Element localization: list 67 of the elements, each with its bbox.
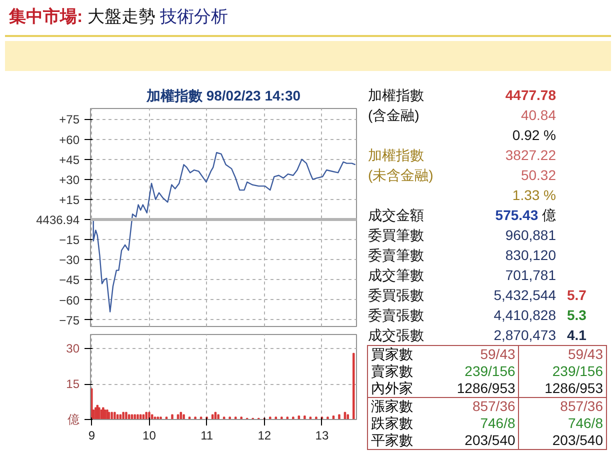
text: 委賣筆數 xyxy=(368,247,424,263)
y-tick-label: +75 xyxy=(59,112,80,127)
y-tick-label: +60 xyxy=(59,132,80,147)
text: (未含金融) xyxy=(368,167,434,183)
text: 59/43 xyxy=(479,346,516,363)
y-tick-label: −75 xyxy=(59,313,80,328)
text: 2,870,473 xyxy=(494,327,556,343)
chart-title: 加權指數 98/02/23 14:30 xyxy=(145,88,301,104)
text: 239/156 xyxy=(464,363,516,380)
text: 成交張數 xyxy=(368,327,424,343)
text: 成交金額 xyxy=(368,207,424,223)
text: 59/43 xyxy=(518,346,606,363)
text: 委買張數 xyxy=(368,287,424,303)
text: 3827.22 xyxy=(505,147,556,163)
text: 買家數 xyxy=(370,346,414,363)
text: 857/36 xyxy=(432,398,519,415)
text: 830,120 xyxy=(505,247,556,263)
text: 4.1 xyxy=(567,327,586,343)
y-tick-label: −30 xyxy=(59,253,80,268)
y-tick-label: +15 xyxy=(59,192,80,207)
text: (含金融) xyxy=(368,107,420,123)
x-tick-label: 13 xyxy=(315,428,329,442)
y-tick-label: −45 xyxy=(59,273,80,288)
x-tick-label: 10 xyxy=(142,428,156,442)
text: 857/36 xyxy=(518,398,606,415)
text: 746/8 xyxy=(518,415,606,432)
text: 5.7 xyxy=(567,287,586,303)
text: 委賣張數 xyxy=(368,307,424,323)
text: 4,410,828 xyxy=(494,307,556,323)
text: 漲家數 xyxy=(368,398,432,415)
x-tick-label: 9 xyxy=(88,428,96,442)
text: 跌家數 xyxy=(370,415,414,432)
text: 億 xyxy=(542,207,556,223)
x-tick-label: 12 xyxy=(258,428,272,442)
text: 746/8 xyxy=(479,415,516,432)
text: 成交筆數 xyxy=(368,267,424,283)
text: 5,432,544 xyxy=(494,287,556,303)
text: 委買筆數 xyxy=(368,227,424,243)
text: 4436.94 xyxy=(36,213,80,228)
y-tick-label: 億 xyxy=(68,412,80,426)
text: 239/156 xyxy=(518,363,606,380)
text: 加權指數 xyxy=(368,87,424,103)
y-tick-label: 30 xyxy=(66,342,80,356)
text: 203/540 xyxy=(464,432,516,450)
text: 701,781 xyxy=(505,267,556,283)
y-tick-label: −15 xyxy=(59,233,80,248)
text: 40.84 xyxy=(520,107,556,123)
text: 50.32 xyxy=(520,167,556,183)
text: 4477.78 xyxy=(505,87,556,103)
text: 203/540 xyxy=(518,432,606,450)
text: 內外家 xyxy=(370,380,414,398)
text: 575.43 xyxy=(495,207,538,223)
y-tick-label: −60 xyxy=(59,293,80,308)
text: 1286/953 xyxy=(456,380,516,398)
text: 1.33 % xyxy=(512,187,556,203)
x-tick-label: 11 xyxy=(200,428,214,442)
text: 加權指數 xyxy=(368,147,424,163)
text: 賣家數 xyxy=(370,363,414,380)
text: 平家數 xyxy=(370,432,414,450)
text: 集中市場: 大盤走勢 技術分析 xyxy=(9,7,228,26)
y-tick-label: 15 xyxy=(66,377,80,392)
text: 960,881 xyxy=(505,227,556,243)
y-tick-label: +30 xyxy=(59,172,80,187)
text: 5.3 xyxy=(567,307,586,323)
text: 1286/953 xyxy=(518,380,606,398)
text: 0.92 % xyxy=(512,127,556,143)
y-tick-label: +45 xyxy=(59,152,80,167)
